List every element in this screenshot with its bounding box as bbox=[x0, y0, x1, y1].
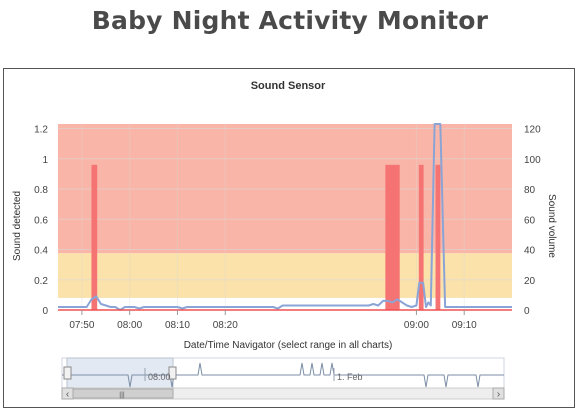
left-axis-tick-label: 1.2 bbox=[34, 125, 48, 136]
x-axis-tick-label: 07:50 bbox=[69, 320, 94, 331]
scroll-left-arrow-icon: ‹ bbox=[66, 389, 69, 400]
left-axis-title: Sound detected bbox=[12, 191, 23, 261]
left-axis-tick-label: 0.6 bbox=[34, 215, 48, 226]
right-axis-tick-label: 20 bbox=[524, 276, 536, 287]
navigator-tick-label: 08:00 bbox=[148, 372, 171, 382]
navigator-scrollbar[interactable]: ||| ‹ › bbox=[61, 387, 505, 400]
x-axis-tick-label: 09:00 bbox=[404, 320, 429, 331]
page-title: Baby Night Activity Monitor bbox=[91, 6, 489, 35]
x-axis-tick-label: 08:10 bbox=[165, 320, 190, 331]
right-axis-tick-label: 40 bbox=[524, 246, 536, 257]
x-axis-tick-label: 08:20 bbox=[213, 320, 238, 331]
left-axis-tick-label: 0.2 bbox=[34, 276, 48, 287]
navigator[interactable]: 08:00 1. Feb bbox=[61, 357, 505, 389]
chart-title: Sound Sensor bbox=[251, 80, 326, 92]
x-axis-tick-label: 09:10 bbox=[452, 320, 477, 331]
scroll-right-button[interactable] bbox=[492, 387, 505, 400]
x-axis-tick-label: 08:00 bbox=[117, 320, 142, 331]
navigator-label: Date/Time Navigator (select range in all… bbox=[184, 340, 393, 351]
navigator-series-line bbox=[62, 362, 504, 388]
chart-frame: Sound Sensor 0 0.2 0.4 0.6 0.8 1 1.2 0 20 40 60 80… bbox=[3, 68, 575, 408]
sound-detected-column bbox=[91, 164, 98, 310]
scroll-right-arrow-icon: › bbox=[497, 389, 500, 400]
left-axis-ticks: 0 0.2 0.4 0.6 0.8 1 1.2 bbox=[34, 125, 48, 317]
right-axis-ticks: 0 20 40 60 80 100 120 bbox=[524, 125, 541, 317]
navigator-selection[interactable] bbox=[66, 357, 174, 389]
right-axis-tick-label: 80 bbox=[524, 185, 536, 196]
left-axis-tick-label: 1 bbox=[42, 155, 48, 166]
scrollbar-grip: ||| bbox=[119, 392, 125, 399]
right-axis-title: Sound volume bbox=[546, 194, 557, 258]
navigator-handle-left[interactable] bbox=[63, 366, 72, 380]
left-axis-tick-label: 0.8 bbox=[34, 185, 48, 196]
sound-volume-line bbox=[58, 123, 512, 311]
right-axis-tick-label: 0 bbox=[524, 306, 530, 317]
right-axis-tick-label: 100 bbox=[524, 155, 541, 166]
navigator-tick-label: 1. Feb bbox=[337, 372, 363, 382]
sound-detected-column bbox=[418, 164, 424, 310]
right-axis-tick-label: 60 bbox=[524, 215, 536, 226]
sound-detected-column bbox=[435, 164, 441, 310]
left-axis-tick-label: 0.4 bbox=[34, 246, 48, 257]
sound-detected-column bbox=[385, 164, 400, 310]
scroll-left-button[interactable] bbox=[61, 387, 74, 400]
sound-detected-columns bbox=[91, 164, 441, 310]
right-axis-tick-label: 120 bbox=[524, 125, 541, 136]
sound-sensor-chart: Sound Sensor 0 0.2 0.4 0.6 0.8 1 1.2 0 20 40 60 80… bbox=[12, 80, 557, 400]
navigator-handle-right[interactable] bbox=[168, 366, 177, 380]
x-axis-ticks: 07:50 08:00 08:10 08:20 09:00 09:10 bbox=[69, 310, 477, 331]
left-axis-tick-label: 0 bbox=[42, 306, 48, 317]
